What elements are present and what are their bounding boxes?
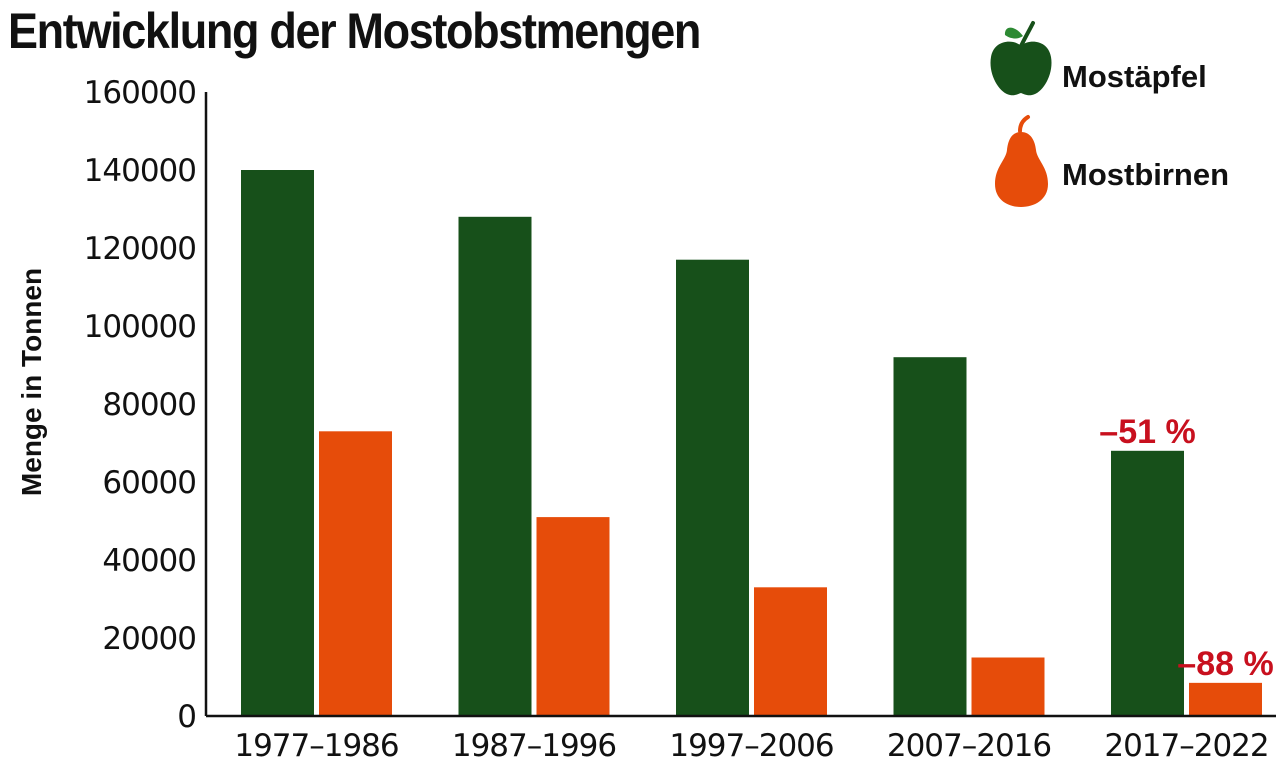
bar-mostbirnen-0 — [319, 431, 392, 716]
x-category-label: 1987–1996 — [452, 728, 616, 763]
bar-mostaepfel-2 — [676, 259, 749, 716]
y-tick-label: 80000 — [102, 387, 196, 423]
bar-mostbirnen-3 — [971, 657, 1045, 716]
apple-icon — [990, 21, 1052, 96]
x-category-label: 1977–1986 — [234, 728, 398, 763]
x-category-label: 1997–2006 — [669, 728, 833, 763]
legend-label-mostbirnen: Mostbirnen — [1062, 157, 1229, 192]
bar-mostaepfel-4 — [1111, 450, 1184, 716]
bar-mostaepfel-3 — [893, 357, 967, 716]
y-tick-label: 0 — [177, 699, 196, 735]
y-tick-label: 120000 — [84, 231, 196, 267]
bar-mostbirnen-4 — [1189, 682, 1262, 716]
y-tick-label: 40000 — [102, 543, 196, 579]
y-tick-label: 100000 — [84, 309, 196, 345]
legend: Mostäpfel Mostbirnen — [990, 21, 1229, 207]
y-tick-label: 60000 — [102, 465, 196, 501]
y-tick-label: 160000 — [84, 75, 196, 111]
annotation-mostbirnen-change: –88 % — [1177, 645, 1273, 683]
pear-icon — [995, 115, 1048, 207]
x-axis-categories: 1977–1986 1987–1996 1997–2006 2007–2016 2017… — [234, 728, 1269, 763]
bar-mostbirnen-2 — [754, 587, 827, 716]
bar-mostaepfel-0 — [241, 170, 314, 716]
y-axis-label: Menge in Tonnen — [16, 268, 47, 496]
annotations: –51 % –88 % — [1099, 413, 1273, 683]
bar-mostaepfel-1 — [458, 216, 532, 717]
bars — [241, 170, 1262, 717]
x-category-label: 2007–2016 — [887, 728, 1051, 763]
chart-title: Entwicklung der Mostobstmengen — [8, 3, 701, 59]
y-axis-ticks: 0 20000 40000 60000 80000 100000 120000 140000 1… — [84, 75, 197, 735]
bar-mostbirnen-1 — [536, 517, 610, 716]
y-tick-label: 140000 — [84, 153, 196, 189]
x-category-label: 2017–2022 — [1104, 728, 1268, 763]
y-tick-label: 20000 — [102, 621, 196, 657]
annotation-mostaepfel-change: –51 % — [1099, 413, 1195, 451]
legend-label-mostaepfel: Mostäpfel — [1062, 59, 1207, 94]
